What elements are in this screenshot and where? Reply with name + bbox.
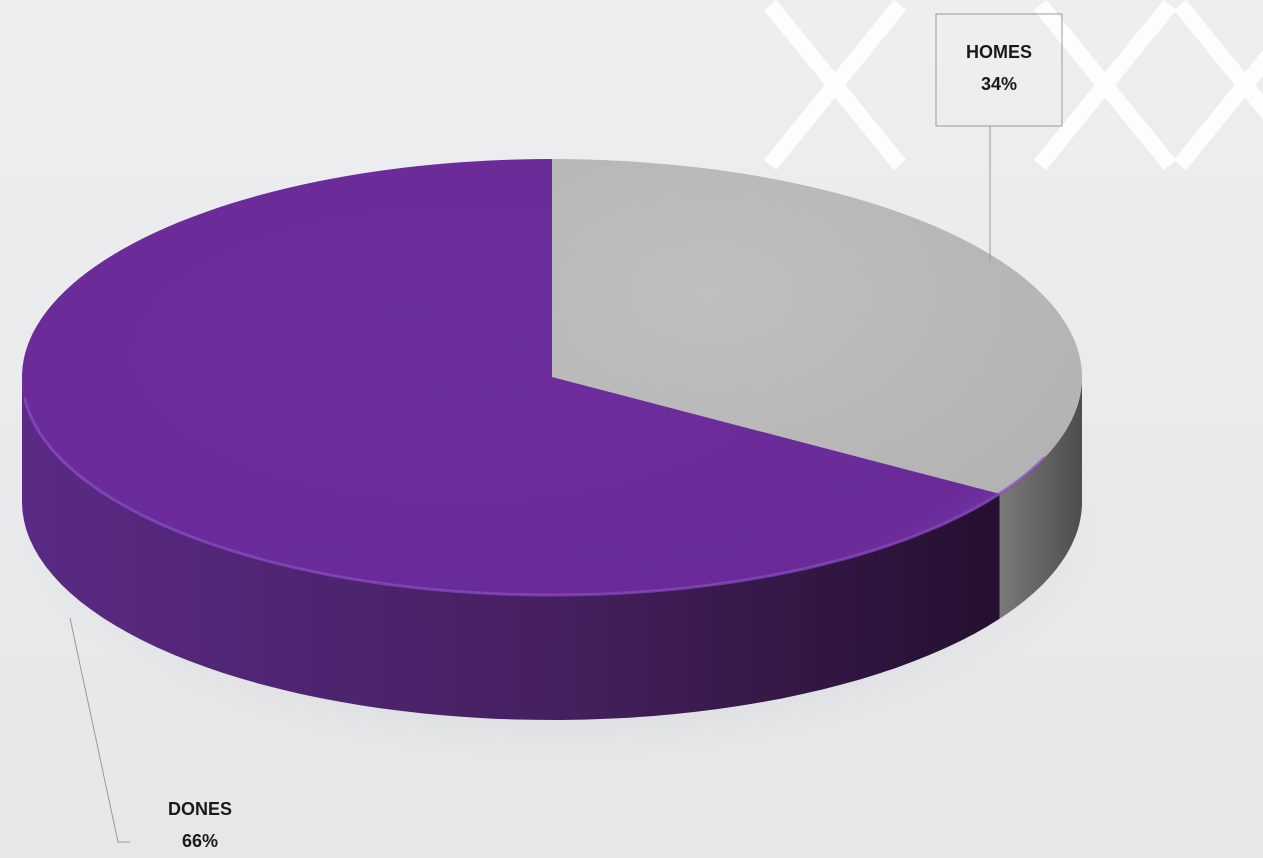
leader-line-dones <box>69 617 130 843</box>
pie-slice-dones <box>21 159 1000 595</box>
pie-slice-homes <box>552 159 1082 494</box>
pie-side-homes <box>999 377 1082 619</box>
slice-label-value-homes: 34% <box>981 74 1017 94</box>
slice-label-name-homes: HOMES <box>966 42 1032 62</box>
slice-label-name-dones: DONES <box>168 799 232 819</box>
slice-label-value-dones: 66% <box>182 831 218 851</box>
pie-side-dones <box>22 377 1000 720</box>
callout-box-homes <box>935 13 1063 127</box>
pie-rim-highlight <box>22 397 1046 597</box>
